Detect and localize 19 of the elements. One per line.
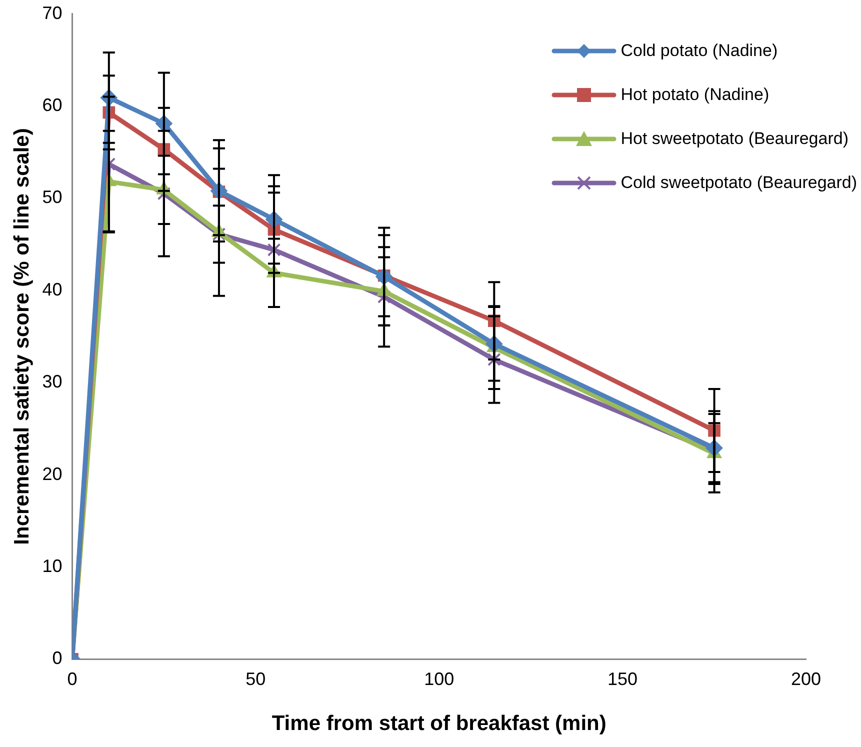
x-tick-label: 100 [424,668,454,689]
y-tick-label: 70 [42,2,62,23]
x-tick-label: 200 [790,668,822,689]
x-tick-label: 50 [246,668,266,689]
x-tick-label: 0 [67,668,78,689]
y-tick-label: 20 [42,464,62,484]
y-tick-label: 10 [42,556,62,576]
y-tick-label: 40 [42,279,62,300]
legend-label: Cold potato (Nadine) [620,41,778,61]
y-tick-label: 30 [42,372,62,392]
x-tick-label: 150 [608,668,638,689]
legend-label: Hot sweetpotato (Beauregard) [620,129,848,149]
y-tick-label: 50 [42,187,62,208]
y-tick-label: 60 [42,94,62,115]
y-axis-title: Incremental satiety score (% of line scale) [10,128,34,545]
x-axis-title: Time from start of breakfast (min) [272,712,606,736]
legend-label: Cold sweetpotato (Beauregard) [620,173,857,193]
legend-label: Hot potato (Nadine) [620,85,770,105]
y-tick-label: 0 [52,648,62,668]
